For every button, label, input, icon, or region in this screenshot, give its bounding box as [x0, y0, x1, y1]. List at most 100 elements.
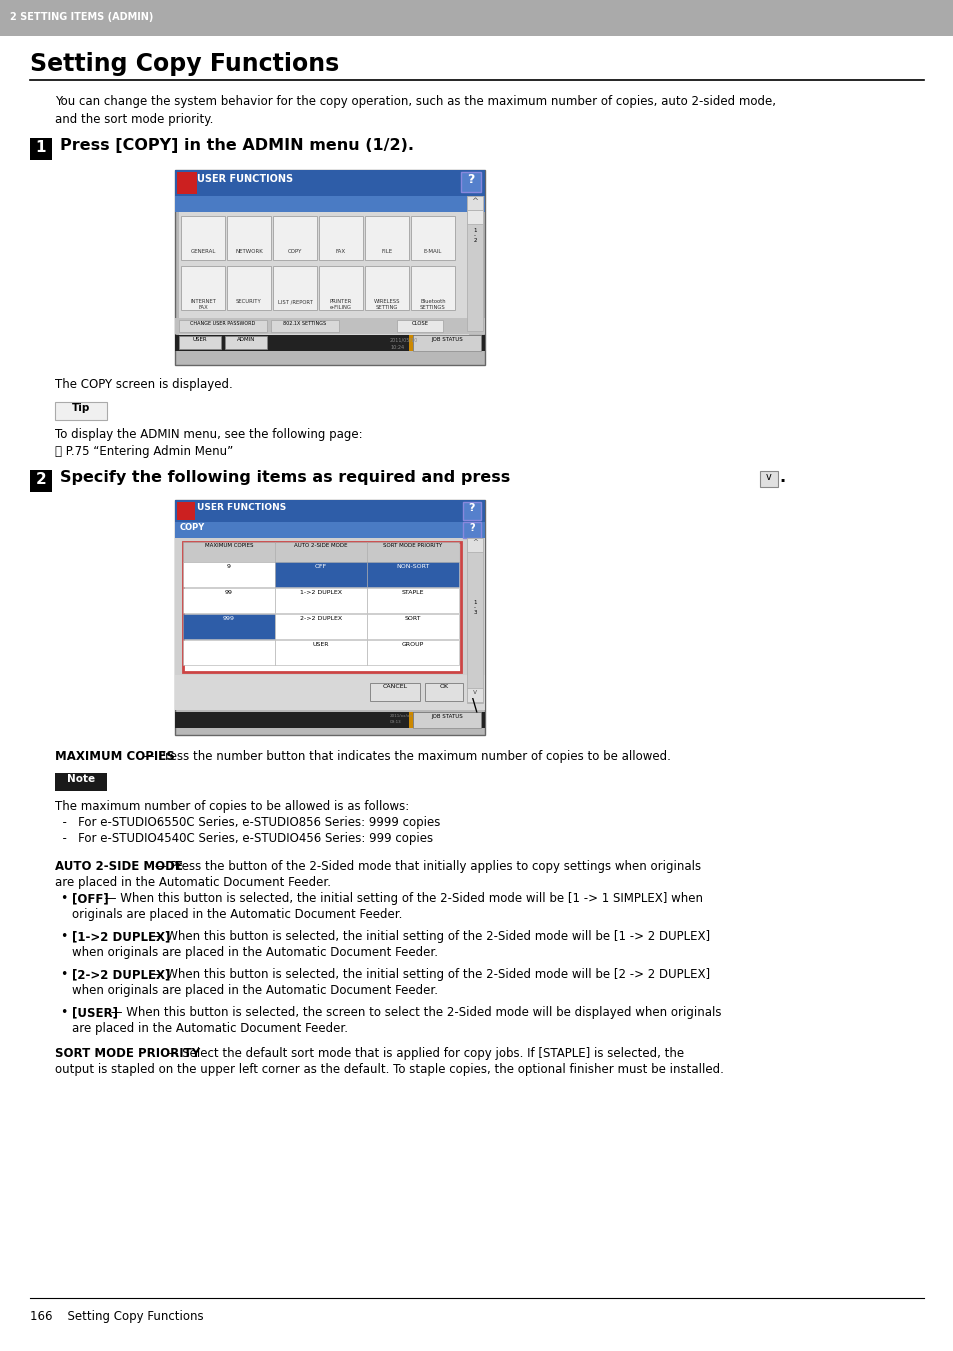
Text: COPY: COPY [288, 249, 302, 254]
Bar [174, 712, 484, 728]
Text: USER: USER [313, 642, 329, 647]
Bar [760, 471, 778, 486]
Text: LIST /REPORT: LIST /REPORT [277, 299, 313, 304]
Bar [181, 216, 225, 259]
Bar [318, 266, 363, 309]
Text: 99: 99 [225, 590, 233, 594]
Text: — Press the button of the 2-Sided mode that initially applies to copy settings w: — Press the button of the 2-Sided mode t… [151, 861, 700, 873]
Bar [177, 503, 194, 520]
Bar [370, 684, 419, 701]
Bar [411, 216, 455, 259]
Text: 2011/05/10: 2011/05/10 [390, 338, 417, 343]
Text: 2 SETTING ITEMS (ADMIN): 2 SETTING ITEMS (ADMIN) [10, 12, 153, 22]
Text: — Press the number button that indicates the maximum number of copies to be allo: — Press the number button that indicates… [139, 750, 670, 763]
Text: OK: OK [439, 684, 448, 689]
Bar [174, 196, 484, 212]
Bar [462, 521, 480, 538]
Text: — When this button is selected, the screen to select the 2-Sided mode will be di: — When this button is selected, the scre… [107, 1006, 720, 1019]
Bar [409, 335, 413, 351]
Text: The maximum number of copies to be allowed is as follows:: The maximum number of copies to be allow… [55, 800, 409, 813]
Text: USER FUNCTIONS: USER FUNCTIONS [196, 503, 286, 512]
Text: MAXIMUM COPIES: MAXIMUM COPIES [205, 543, 253, 549]
Text: FAX: FAX [335, 249, 346, 254]
Bar [174, 170, 484, 196]
Bar [225, 336, 267, 349]
Bar [467, 538, 482, 703]
Bar [365, 216, 409, 259]
Text: CHANGE USER PASSWORD: CHANGE USER PASSWORD [191, 322, 255, 326]
Text: 10:24: 10:24 [390, 345, 404, 350]
Text: CANCEL: CANCEL [382, 684, 407, 689]
Bar [174, 676, 484, 711]
Text: ^: ^ [472, 539, 477, 544]
Text: GROUP: GROUP [401, 642, 424, 647]
Text: when originals are placed in the Automatic Document Feeder.: when originals are placed in the Automat… [71, 984, 437, 997]
Text: \: \ [472, 696, 477, 713]
Text: INTERNET
FAX: INTERNET FAX [190, 299, 215, 309]
Bar [55, 773, 107, 790]
Text: Press [COPY] in the ADMIN menu (1/2).: Press [COPY] in the ADMIN menu (1/2). [60, 138, 414, 153]
Text: CLOSE: CLOSE [411, 322, 428, 326]
Bar [174, 335, 484, 351]
Bar [367, 542, 458, 562]
Text: Note: Note [67, 774, 95, 784]
Text: Bluetooth
SETTINGS: Bluetooth SETTINGS [419, 299, 445, 309]
Bar [273, 266, 316, 309]
Bar [462, 503, 480, 520]
Text: [USER]: [USER] [71, 1006, 118, 1019]
Text: Setting Copy Functions: Setting Copy Functions [30, 51, 339, 76]
Text: Specify the following items as required and press: Specify the following items as required … [60, 470, 516, 485]
Bar [179, 320, 267, 332]
Text: The COPY screen is displayed.: The COPY screen is displayed. [55, 378, 233, 390]
Text: are placed in the Automatic Document Feeder.: are placed in the Automatic Document Fee… [55, 875, 331, 889]
Text: -   For e-STUDIO4540C Series, e-STUDIO456 Series: 999 copies: - For e-STUDIO4540C Series, e-STUDIO456 … [55, 832, 433, 844]
Text: output is stapled on the upper left corner as the default. To staple copies, the: output is stapled on the upper left corn… [55, 1063, 723, 1075]
Text: PRINTER
e-FILING: PRINTER e-FILING [330, 299, 352, 309]
Bar [365, 266, 409, 309]
Bar [367, 640, 458, 665]
Bar [413, 335, 480, 351]
Text: STAPLE: STAPLE [401, 590, 424, 594]
Bar [174, 317, 484, 334]
Text: — When this button is selected, the initial setting of the 2-Sided mode will be : — When this button is selected, the init… [101, 892, 702, 905]
Bar [30, 138, 52, 159]
Bar [460, 172, 480, 192]
Text: FILE: FILE [381, 249, 392, 254]
Bar [367, 588, 458, 613]
Bar [183, 562, 274, 586]
Text: WIRELESS
SETTING: WIRELESS SETTING [374, 299, 400, 309]
Text: •: • [60, 1006, 68, 1019]
Text: JOB STATUS: JOB STATUS [431, 336, 462, 342]
Text: — When this button is selected, the initial setting of the 2-Sided mode will be : — When this button is selected, the init… [148, 969, 710, 981]
Bar [174, 500, 484, 735]
Text: •: • [60, 929, 68, 943]
Bar [177, 172, 196, 195]
Text: ?: ? [468, 503, 475, 513]
Text: •: • [60, 969, 68, 981]
Text: -   For e-STUDIO6550C Series, e-STUDIO856 Series: 9999 copies: - For e-STUDIO6550C Series, e-STUDIO856 … [55, 816, 440, 830]
Text: NON-SORT: NON-SORT [395, 563, 429, 569]
Text: [2->2 DUPLEX]: [2->2 DUPLEX] [71, 969, 171, 981]
Text: .: . [779, 470, 784, 485]
Bar [174, 500, 484, 521]
Text: 166    Setting Copy Functions: 166 Setting Copy Functions [30, 1310, 203, 1323]
Text: 802.1X SETTINGS: 802.1X SETTINGS [283, 322, 326, 326]
Text: AUTO 2-SIDE MODE: AUTO 2-SIDE MODE [55, 861, 183, 873]
Text: SORT: SORT [404, 616, 421, 621]
Bar [274, 542, 367, 562]
Text: GENERAL: GENERAL [190, 249, 215, 254]
Bar [274, 640, 367, 665]
Text: 9: 9 [227, 563, 231, 569]
Text: SORT MODE PRIORITY: SORT MODE PRIORITY [55, 1047, 200, 1061]
Text: AUTO 2-SIDE MODE: AUTO 2-SIDE MODE [294, 543, 348, 549]
Bar [183, 588, 274, 613]
Text: — When this button is selected, the initial setting of the 2-Sided mode will be : — When this button is selected, the init… [148, 929, 710, 943]
Bar [367, 562, 458, 586]
Bar [274, 613, 367, 639]
Bar [183, 640, 274, 665]
Text: v: v [473, 689, 476, 694]
Bar [179, 212, 469, 347]
Text: 1->2 DUPLEX: 1->2 DUPLEX [299, 590, 341, 594]
Bar [411, 266, 455, 309]
Text: 2011/xx/xx: 2011/xx/xx [390, 713, 413, 717]
